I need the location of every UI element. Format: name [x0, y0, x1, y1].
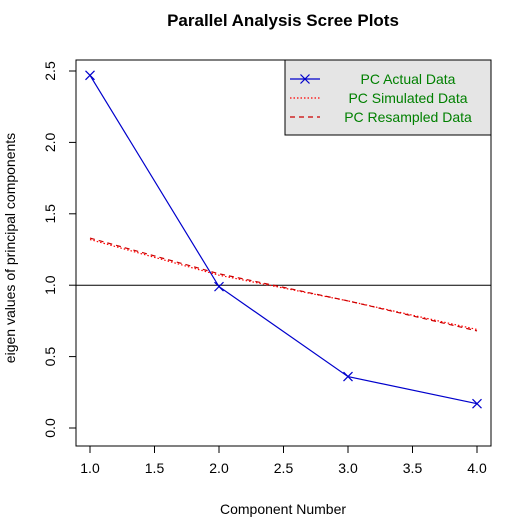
- series-line: [89, 238, 478, 331]
- data-point-marker: [214, 281, 224, 292]
- series-2: [89, 238, 478, 331]
- legend-item: PC Simulated Data: [290, 90, 468, 106]
- x-tick-label: 3.0: [338, 460, 358, 476]
- x-tick-label: 1.5: [145, 460, 165, 476]
- data-point-marker: [85, 70, 95, 81]
- x-tick-label: 4.0: [467, 460, 487, 476]
- legend: PC Actual Data PC Simulated Data PC Resamp…: [284, 59, 492, 136]
- series-line: [89, 74, 478, 405]
- x-tick-label: 3.5: [403, 460, 423, 476]
- y-tick-label: 0.5: [42, 347, 58, 367]
- legend-item: PC Resampled Data: [290, 109, 472, 125]
- legend-label: PC Actual Data: [361, 71, 456, 87]
- y-tick-label: 1.0: [42, 275, 58, 295]
- legend-item: PC Actual Data: [290, 71, 456, 87]
- x-axis-label: Component Number: [220, 501, 346, 517]
- data-point-marker: [343, 371, 353, 382]
- legend-label: PC Simulated Data: [348, 90, 467, 106]
- y-tick-label: 2.0: [42, 132, 58, 152]
- series-layer: [85, 70, 482, 409]
- series-line: [89, 237, 478, 332]
- data-point-marker: [472, 398, 482, 409]
- y-axis-label: eigen values of principal components: [2, 133, 18, 363]
- y-tick-label: 0.0: [42, 418, 58, 438]
- series-3: [89, 237, 478, 332]
- x-tick-label: 2.5: [274, 460, 294, 476]
- y-axis: 0.0 0.5 1.0 1.5 2.0 2.5: [42, 61, 77, 438]
- x-axis: 1.0 1.5 2.0 2.5 3.0 3.5 4.0: [80, 445, 487, 476]
- series-1: [85, 70, 482, 409]
- x-tick-label: 1.0: [80, 460, 100, 476]
- x-tick-label: 2.0: [209, 460, 229, 476]
- y-tick-label: 2.5: [42, 61, 58, 81]
- chart-title: Parallel Analysis Scree Plots: [167, 11, 399, 30]
- legend-label: PC Resampled Data: [344, 109, 472, 125]
- y-tick-label: 1.5: [42, 204, 58, 224]
